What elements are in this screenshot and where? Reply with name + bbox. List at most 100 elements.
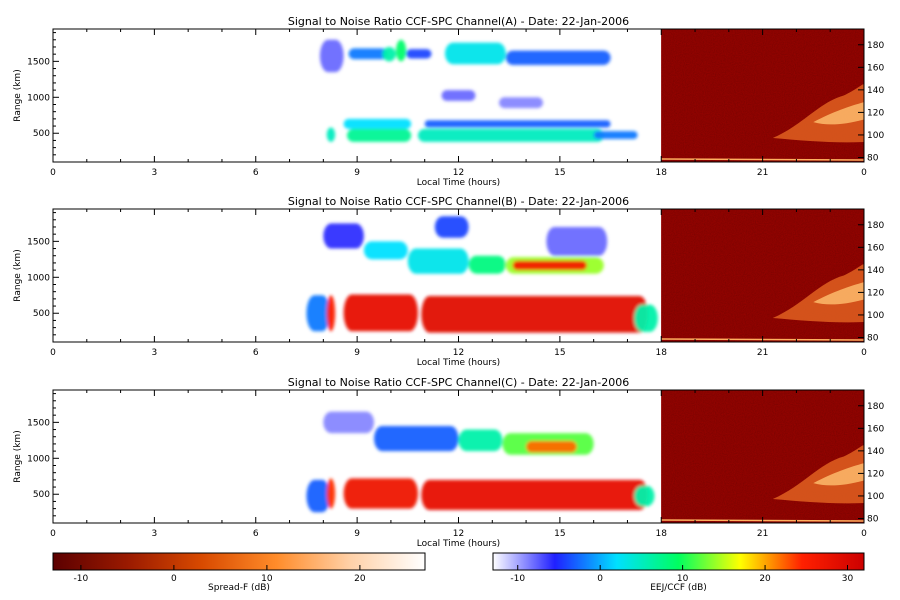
x-tick-label: 18 <box>656 168 668 178</box>
y-tick-label: 1500 <box>27 418 50 428</box>
x-tick-label: 6 <box>253 168 259 178</box>
eej-ccf-colorbar: -10 0 10 20 30 EEJ/CCF (dB) <box>492 552 865 593</box>
eej-ccf-colorbar-tick-label: 30 <box>842 574 854 584</box>
snr-echo <box>343 118 412 129</box>
right-tick-label: 80 <box>867 153 879 163</box>
snr-echo <box>395 39 407 62</box>
snr-echo <box>382 46 396 62</box>
spread-f-colorbar-label: Spread-F (dB) <box>208 583 270 593</box>
snr-echo <box>407 248 469 274</box>
eej-echo <box>772 84 864 143</box>
y-tick-label: 500 <box>33 490 50 500</box>
x-tick-label: 21 <box>757 529 768 539</box>
eej-echo-core <box>813 463 864 486</box>
x-tick-label: 3 <box>152 348 158 358</box>
x-tick-label: 9 <box>354 168 360 178</box>
right-tick-label: 100 <box>867 311 884 321</box>
right-tick-label: 180 <box>867 41 884 51</box>
spread-f-colorbar-tick-label: -10 <box>74 574 89 584</box>
snr-echo <box>348 48 388 60</box>
eej-echo-core <box>813 282 864 305</box>
snr-echo <box>343 294 418 332</box>
right-tick-label: 100 <box>867 492 884 502</box>
x-tick-label: 12 <box>453 168 464 178</box>
panel-title: Signal to Noise Ratio CCF-SPC Channel(A)… <box>288 15 629 28</box>
snr-echo <box>346 128 412 142</box>
y-tick-label: 500 <box>33 129 50 139</box>
eej-ccf-colorbar-tick-label: -10 <box>510 574 525 584</box>
snr-echo <box>441 90 476 101</box>
x-tick-label: 9 <box>354 348 360 358</box>
snr-echo <box>323 223 364 249</box>
panel-title: Signal to Noise Ratio CCF-SPC Channel(B)… <box>288 195 629 208</box>
x-tick-label: 12 <box>453 529 464 539</box>
right-tick-label: 180 <box>867 221 884 231</box>
right-tick-label: 180 <box>867 402 884 412</box>
right-tick-label: 80 <box>867 333 879 343</box>
x-tick-label: 21 <box>757 168 768 178</box>
snr-echo <box>634 304 658 332</box>
y-axis-label: Range (km) <box>13 249 23 301</box>
eej-ccf-colorbar-tick-label: 20 <box>759 574 771 584</box>
x-tick-label: 18 <box>656 348 668 358</box>
snr-echo <box>434 216 469 238</box>
spread-f-colorbar-bar <box>52 552 426 571</box>
y-tick-label: 1000 <box>27 93 50 103</box>
right-tick-label: 160 <box>867 63 884 73</box>
x-tick-label: 0 <box>50 529 56 539</box>
x-tick-label: 0 <box>50 168 56 178</box>
x-tick-label: 15 <box>554 348 565 358</box>
x-tick-label: 12 <box>453 348 464 358</box>
right-tick-label: 160 <box>867 243 884 253</box>
right-tick-label: 80 <box>867 514 879 524</box>
eej-ccf-colorbar-bar <box>492 552 865 571</box>
snr-echo <box>468 255 506 274</box>
snr-echo <box>343 478 418 509</box>
y-axis-label: Range (km) <box>13 69 23 121</box>
right-tick-label: 100 <box>867 131 884 141</box>
x-tick-label: 3 <box>152 529 158 539</box>
snr-echo <box>499 97 543 109</box>
snr-echo <box>458 429 503 452</box>
snr-echo <box>424 120 611 128</box>
right-tick-label: 140 <box>867 266 884 276</box>
snr-echo <box>505 50 611 65</box>
snr-echo <box>326 478 336 509</box>
snr-echo <box>444 42 506 65</box>
x-tick-label: 3 <box>152 168 158 178</box>
x-axis-label: Local Time (hours) <box>417 358 500 368</box>
eej-echo-core <box>813 102 864 125</box>
snr-blobs <box>306 411 655 513</box>
snr-echo <box>306 479 331 513</box>
eej-ccf-colorbar-tick-label: 0 <box>597 574 603 584</box>
snr-echo <box>363 241 408 260</box>
eej-ccf-colorbar-tick-label: 10 <box>677 574 689 584</box>
x-tick-label: 6 <box>253 348 259 358</box>
y-tick-label: 1000 <box>27 273 50 283</box>
right-tick-label: 120 <box>867 469 884 479</box>
x-tick-label: 21 <box>757 348 768 358</box>
x-tick-label: 6 <box>253 529 259 539</box>
spread-f-colorbar: -10 0 10 20 Spread-F (dB) <box>52 552 426 593</box>
x-tick-label: 9 <box>354 529 360 539</box>
snr-echo <box>546 226 608 256</box>
panel-title: Signal to Noise Ratio CCF-SPC Channel(C)… <box>288 376 629 389</box>
x-axis-label: Local Time (hours) <box>417 178 500 188</box>
spread-f-colorbar-tick-label: 10 <box>261 574 273 584</box>
snr-echo <box>512 260 587 271</box>
eej-echo <box>772 445 864 504</box>
x-axis-label: Local Time (hours) <box>417 539 500 549</box>
y-tick-label: 500 <box>33 309 50 319</box>
right-tick-label: 140 <box>867 86 884 96</box>
x-tick-label: 0 <box>861 348 867 358</box>
y-tick-label: 1000 <box>27 454 50 464</box>
spread-f-colorbar-tick-label: 20 <box>354 574 366 584</box>
panel-a: Signal to Noise Ratio CCF-SPC Channel(A)… <box>13 15 884 188</box>
panel-c: Signal to Noise Ratio CCF-SPC Channel(C)… <box>13 376 884 549</box>
snr-echo <box>306 295 331 332</box>
eej-echo <box>772 264 864 323</box>
snr-echo <box>323 411 375 434</box>
right-tick-label: 120 <box>867 108 884 118</box>
snr-blobs <box>306 216 658 333</box>
